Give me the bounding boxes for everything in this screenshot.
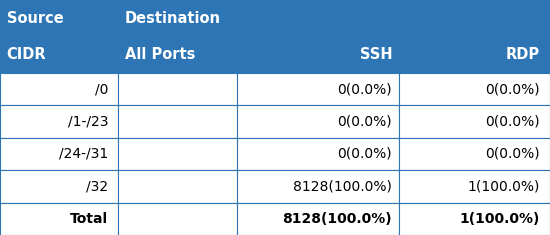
Text: SSH: SSH (360, 47, 392, 62)
Text: 0(0.0%): 0(0.0%) (338, 147, 392, 161)
Bar (0, 105, 118, 138)
Bar (399, 203, 550, 235)
Bar (399, 138, 550, 170)
Text: /1-/23: /1-/23 (68, 114, 108, 129)
Bar (399, 105, 550, 138)
Bar (118, 105, 236, 138)
Text: CIDR: CIDR (7, 47, 46, 62)
Bar (118, 170, 236, 203)
Text: /32: /32 (86, 179, 108, 193)
Text: 0(0.0%): 0(0.0%) (486, 147, 540, 161)
Bar (118, 73, 236, 105)
Bar (399, 170, 550, 203)
Text: 8128(100.0%): 8128(100.0%) (293, 179, 392, 193)
Bar (118, 36, 236, 73)
Bar (118, 138, 236, 170)
Text: /0: /0 (95, 82, 108, 96)
Text: 1(100.0%): 1(100.0%) (468, 179, 540, 193)
Bar (0, 73, 118, 105)
Bar (236, 36, 399, 73)
Bar (236, 105, 399, 138)
Bar (236, 170, 399, 203)
Bar (399, 73, 550, 105)
Text: Destination: Destination (125, 11, 221, 26)
Bar (236, 73, 399, 105)
Bar (0, 138, 118, 170)
Text: 0(0.0%): 0(0.0%) (338, 114, 392, 129)
Bar (0, 203, 118, 235)
Text: 0(0.0%): 0(0.0%) (486, 82, 540, 96)
Text: 1(100.0%): 1(100.0%) (460, 212, 540, 226)
Text: 8128(100.0%): 8128(100.0%) (283, 212, 392, 226)
Text: 0(0.0%): 0(0.0%) (338, 82, 392, 96)
Bar (0, 36, 118, 73)
Text: Total: Total (70, 212, 108, 226)
Bar (399, 36, 550, 73)
Text: All Ports: All Ports (125, 47, 195, 62)
Bar (0, 0, 118, 36)
Bar (0, 170, 118, 203)
Bar (118, 203, 236, 235)
Text: /24-/31: /24-/31 (59, 147, 108, 161)
Bar (236, 138, 399, 170)
Text: 0(0.0%): 0(0.0%) (486, 114, 540, 129)
Bar (236, 203, 399, 235)
Bar (118, 0, 550, 36)
Text: Source: Source (7, 11, 63, 26)
Text: RDP: RDP (506, 47, 540, 62)
